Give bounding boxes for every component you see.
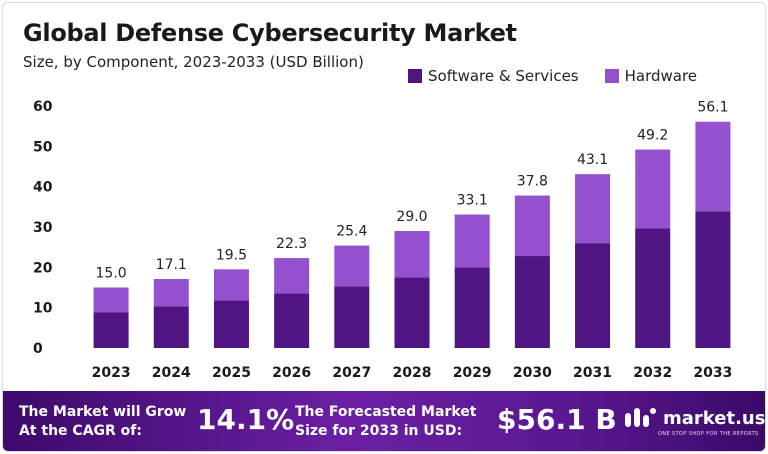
bar-software-services [575, 243, 611, 348]
data-label-total: 17.1 [156, 257, 187, 273]
bar-chart: 010203040506015.0202317.1202419.5202522.… [33, 99, 732, 381]
legend-item-software: Software & Services [408, 67, 579, 85]
legend-swatch-hardware [604, 69, 619, 83]
y-tick-label: 0 [33, 341, 43, 357]
y-tick-label: 50 [33, 139, 53, 155]
data-label-total: 49.2 [637, 128, 668, 144]
bar-hardware [695, 121, 731, 212]
x-tick-label: 2030 [513, 365, 552, 381]
bar-software-services [514, 256, 550, 348]
x-tick-label: 2025 [212, 365, 251, 381]
data-label-total: 22.3 [276, 236, 307, 252]
data-label-total: 15.0 [96, 266, 127, 282]
x-tick-label: 2029 [453, 365, 492, 381]
bar-hardware [93, 287, 129, 313]
brand-tagline: ONE STOP SHOP FOR THE REPORTS [658, 431, 759, 437]
bar-hardware [153, 279, 189, 307]
chart-title: Global Defense Cybersecurity Market [23, 19, 517, 47]
market-us-logo-icon [625, 408, 656, 427]
cagr-label-line2: At the CAGR of: [19, 423, 142, 439]
bar-software-services [153, 306, 189, 348]
forecast-label-line2: Size for 2033 in USD: [295, 423, 463, 439]
data-label-total: 25.4 [336, 224, 367, 240]
bar-software-services [274, 293, 310, 348]
x-tick-label: 2023 [92, 365, 131, 381]
x-tick-label: 2032 [633, 365, 672, 381]
y-tick-label: 40 [33, 180, 53, 196]
bar-hardware [635, 149, 671, 229]
legend-label-hardware: Hardware [624, 67, 698, 85]
x-tick-label: 2024 [152, 365, 191, 381]
y-tick-label: 10 [33, 301, 53, 317]
legend-swatch-software [408, 69, 422, 83]
y-tick-label: 20 [33, 260, 53, 276]
forecast-label-line1: The Forecasted Market [295, 404, 477, 420]
bar-hardware [454, 214, 490, 268]
data-label-total: 33.1 [457, 192, 488, 208]
chart-legend: Software & Services Hardware [408, 67, 723, 85]
data-label-total: 56.1 [697, 100, 728, 116]
bar-software-services [334, 286, 370, 348]
cagr-label: The Market will Grow At the CAGR of: [19, 403, 186, 441]
bar-hardware [514, 195, 550, 257]
bar-software-services [93, 312, 129, 348]
bar-software-services [213, 300, 249, 348]
cagr-label-line1: The Market will Grow [19, 404, 187, 420]
bar-hardware [394, 231, 430, 278]
legend-label-software: Software & Services [428, 67, 579, 85]
data-label-total: 43.1 [577, 152, 608, 168]
bar-hardware [575, 174, 611, 244]
legend-item-hardware: Hardware [604, 67, 698, 85]
data-label-total: 19.5 [216, 247, 247, 263]
bar-software-services [454, 267, 490, 348]
cagr-value: 14.1% [197, 403, 295, 436]
y-tick-label: 30 [33, 220, 53, 236]
data-label-total: 29.0 [396, 209, 427, 225]
bar-software-services [635, 228, 671, 348]
x-tick-label: 2026 [272, 365, 311, 381]
x-tick-label: 2031 [573, 365, 612, 381]
bar-software-services [695, 211, 731, 348]
bar-hardware [334, 245, 370, 287]
x-tick-label: 2027 [332, 365, 371, 381]
footer-banner: The Market will Grow At the CAGR of: 14.… [3, 391, 765, 451]
forecast-label: The Forecasted Market Size for 2033 in U… [295, 403, 476, 441]
brand-name: market.us [663, 407, 766, 429]
brand-logo: market.us [623, 405, 765, 431]
forecast-value: $56.1 B [497, 403, 617, 436]
bar-hardware [213, 269, 249, 301]
chart-subtitle: Size, by Component, 2023-2033 (USD Billi… [23, 53, 364, 71]
data-label-total: 37.8 [517, 174, 548, 190]
bar-software-services [394, 277, 430, 348]
y-tick-label: 60 [33, 99, 53, 115]
x-tick-label: 2033 [693, 365, 732, 381]
x-tick-label: 2028 [393, 365, 432, 381]
bar-hardware [274, 258, 310, 294]
